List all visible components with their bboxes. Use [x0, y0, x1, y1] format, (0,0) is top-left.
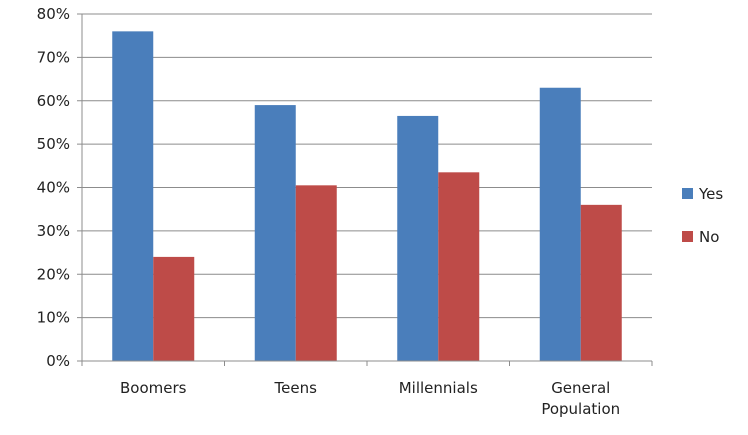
legend-label-yes: Yes: [698, 185, 723, 203]
y-tick-label: 60%: [37, 92, 70, 110]
legend-label-no: No: [699, 228, 719, 246]
y-tick-label: 30%: [37, 222, 70, 240]
y-tick-label: 40%: [37, 179, 70, 197]
y-tick-label: 70%: [37, 48, 70, 66]
bars: [112, 31, 622, 362]
legend-swatch-yes: [682, 188, 693, 199]
y-tick-label: 20%: [37, 265, 70, 283]
legend-swatch-no: [682, 231, 693, 242]
bar-yes-millennials: [397, 115, 439, 362]
x-category-labels: Boomers Teens Millennials General Population: [120, 379, 620, 418]
y-tick-label: 50%: [37, 135, 70, 153]
x-category-label: Boomers: [120, 379, 187, 397]
y-tick-labels: 0% 10% 20% 30% 40% 50% 60% 70% 80%: [37, 5, 70, 370]
bar-yes-boomers: [112, 31, 154, 361]
bar-no-millennials: [438, 172, 480, 361]
legend: Yes No: [682, 185, 723, 246]
y-tick-label: 10%: [37, 309, 70, 327]
x-category-label: Teens: [274, 379, 318, 397]
bar-yes-general-population: [539, 87, 581, 362]
bar-no-general-population: [580, 204, 622, 361]
x-category-label: General Population: [541, 379, 620, 418]
y-tick-label: 80%: [37, 5, 70, 23]
axes: [77, 13, 653, 366]
x-category-label: Millennials: [399, 379, 478, 397]
bar-no-boomers: [153, 256, 195, 361]
bar-yes-teens: [254, 105, 296, 362]
y-tick-label: 0%: [46, 352, 70, 370]
bar-no-teens: [295, 185, 337, 361]
